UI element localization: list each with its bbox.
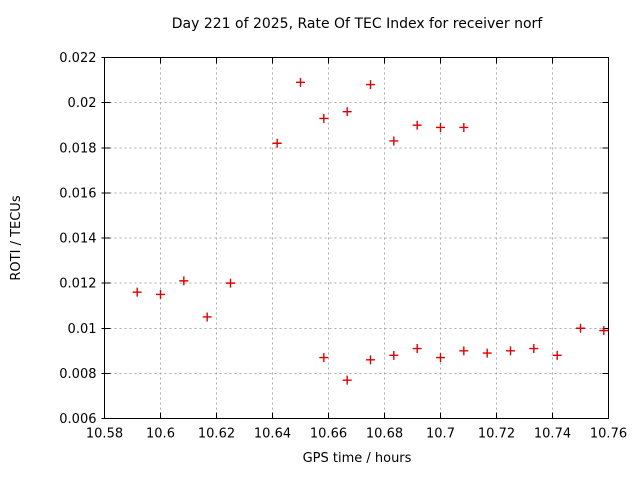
y-tick-label: 0.018: [59, 141, 96, 156]
data-point-marker: [459, 346, 469, 356]
y-tick-label: 0.016: [59, 186, 96, 201]
data-point-marker: [342, 375, 352, 385]
x-tick-label: 10.72: [478, 427, 515, 442]
x-tick-label: 10.7: [426, 427, 455, 442]
data-point-marker: [599, 326, 609, 336]
data-point-marker: [202, 312, 212, 322]
y-tick-label: 0.006: [59, 412, 96, 427]
x-tick-label: 10.6: [146, 427, 175, 442]
x-tick-label: 10.66: [310, 427, 347, 442]
data-point-marker: [179, 276, 189, 286]
y-tick-label: 0.014: [59, 232, 96, 247]
data-point-marker: [366, 355, 375, 365]
data-point-marker: [366, 80, 375, 90]
data-point-marker: [459, 122, 469, 132]
x-axis-label: GPS time / hours: [302, 451, 412, 466]
x-tick-label: 10.62: [198, 427, 235, 442]
data-point-marker: [552, 350, 562, 360]
y-tick-label: 0.008: [59, 367, 96, 382]
data-point-marker: [132, 287, 142, 297]
data-point-marker: [156, 289, 165, 299]
data-point-marker: [529, 344, 539, 354]
y-tick-label: 0.01: [68, 322, 97, 337]
chart-title: Day 221 of 2025, Rate Of TEC Index for r…: [171, 16, 543, 32]
data-point-marker: [412, 344, 422, 354]
x-tick-label: 10.68: [366, 427, 403, 442]
data-point-marker: [296, 77, 305, 87]
x-tick-label: 10.74: [534, 427, 571, 442]
data-point-marker: [436, 122, 445, 132]
data-point-marker: [319, 353, 329, 363]
data-point-marker: [272, 138, 282, 148]
x-tick-label: 10.76: [590, 427, 627, 442]
data-point-marker: [482, 348, 492, 358]
data-point-marker: [226, 278, 235, 288]
data-point-marker: [389, 136, 399, 146]
data-point-marker: [319, 113, 329, 123]
data-point-marker: [342, 107, 352, 117]
data-point-marker: [506, 346, 515, 356]
data-point-marker: [436, 353, 445, 363]
y-tick-label: 0.02: [68, 96, 97, 111]
data-point-marker: [389, 350, 399, 360]
x-tick-label: 10.58: [86, 427, 123, 442]
y-tick-label: 0.022: [59, 51, 96, 66]
data-point-marker: [576, 323, 585, 333]
y-tick-label: 0.012: [59, 277, 96, 292]
x-tick-label: 10.64: [254, 427, 291, 442]
data-point-marker: [412, 120, 422, 130]
